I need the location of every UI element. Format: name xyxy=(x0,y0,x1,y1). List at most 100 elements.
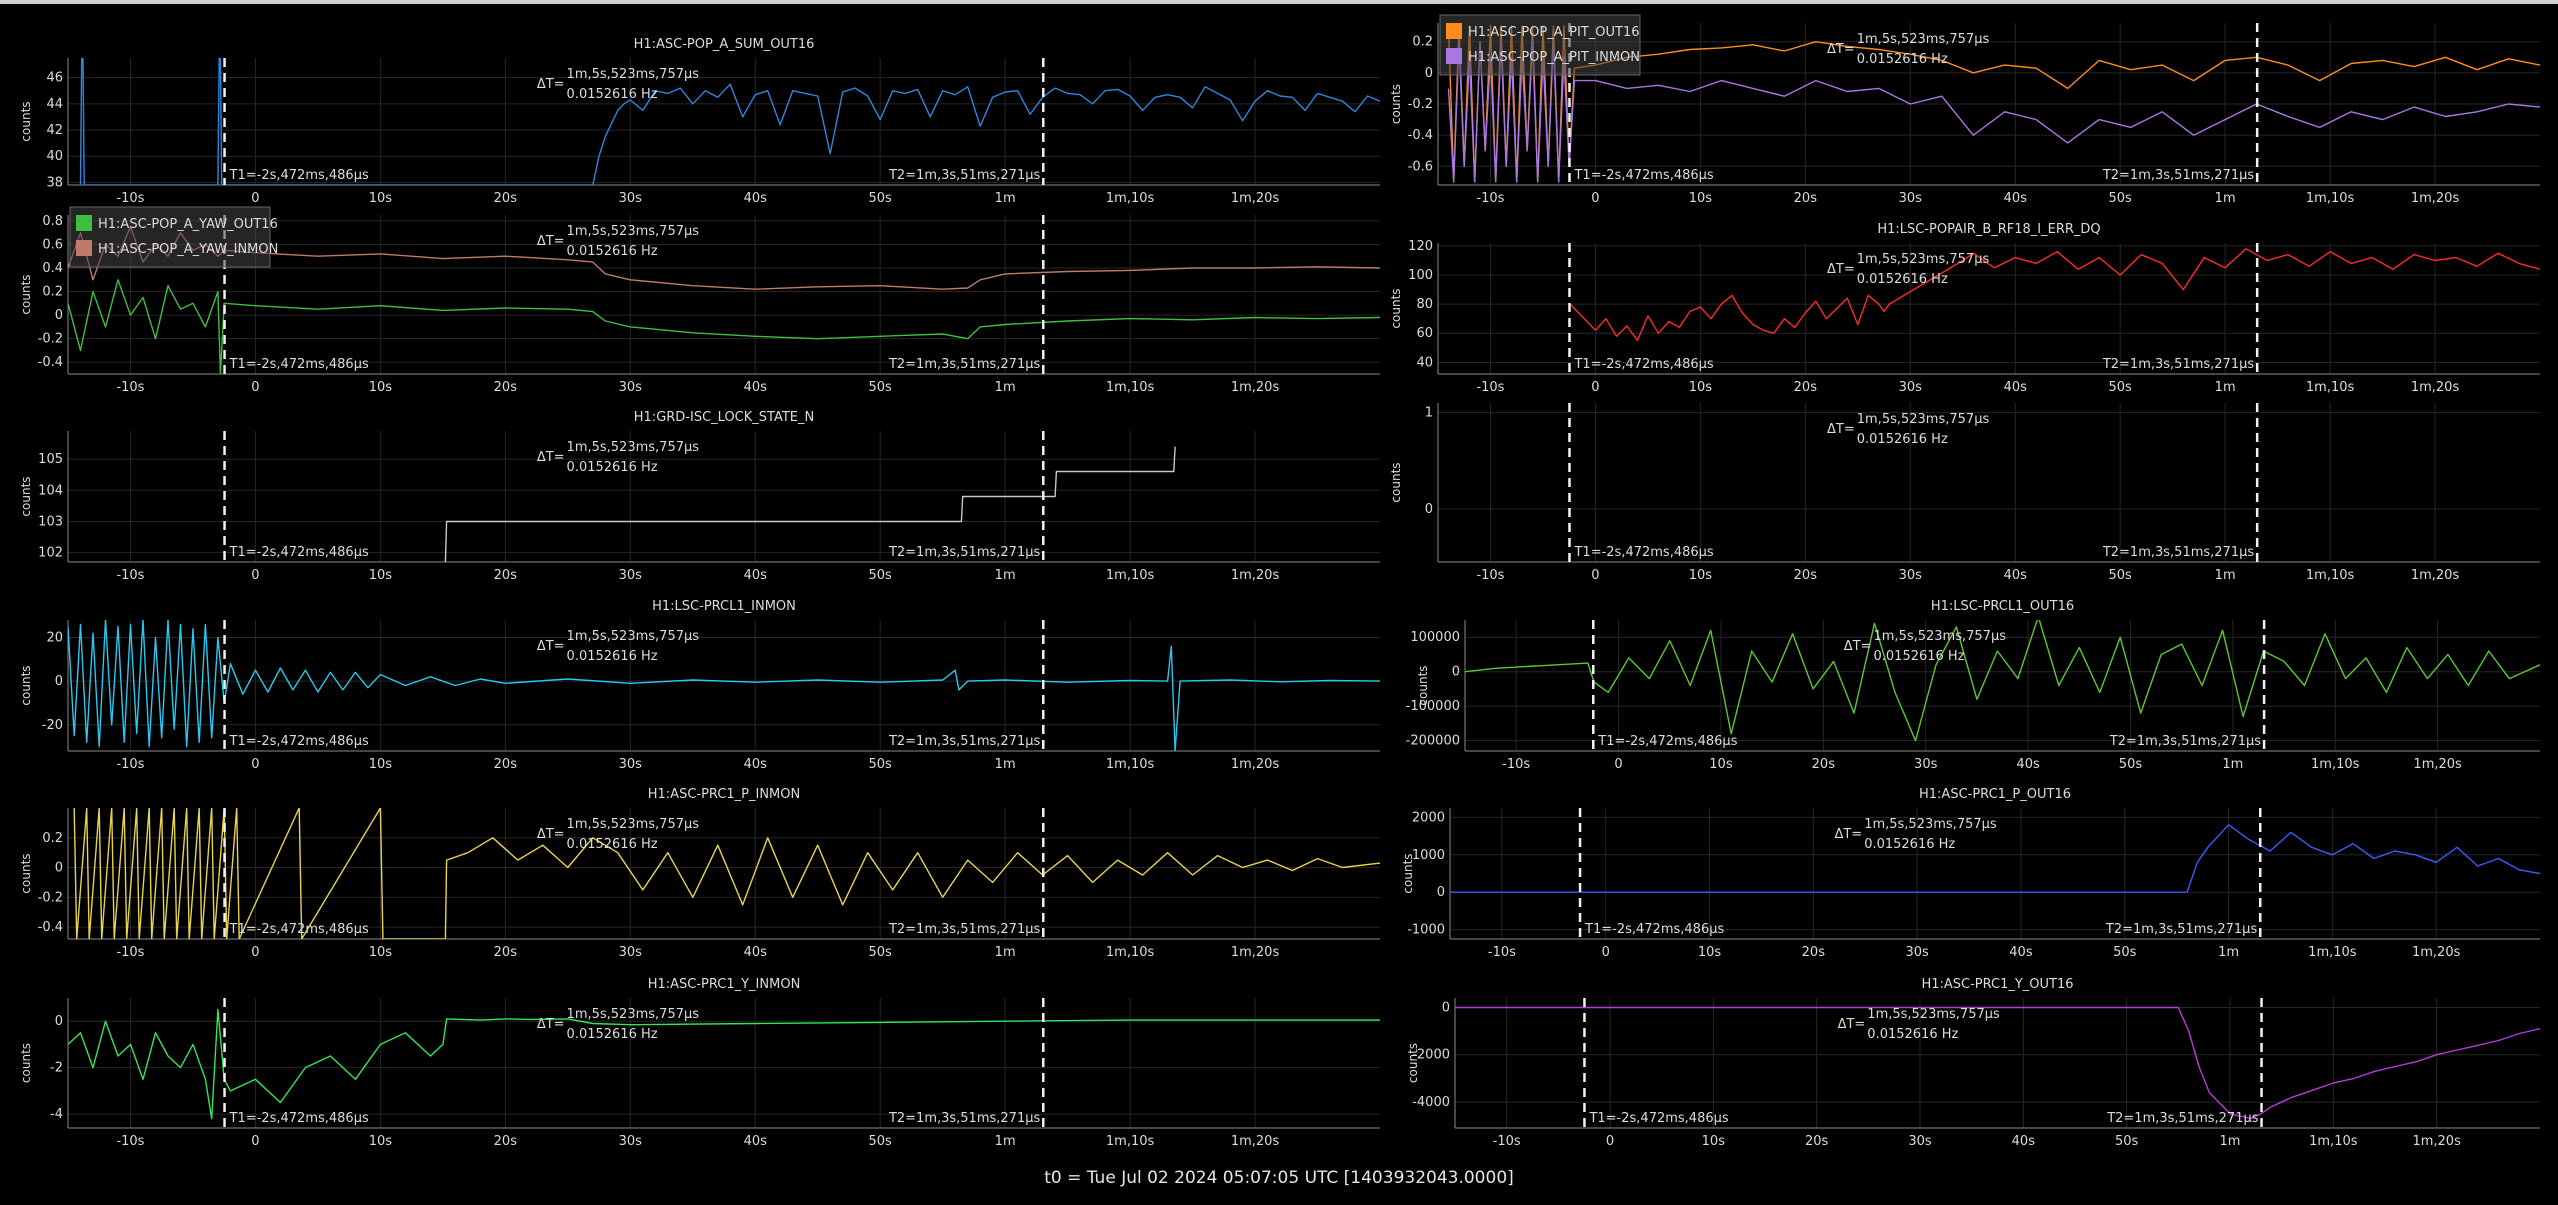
y-tick-label: 38 xyxy=(46,175,63,190)
chart-title: H1:LSC-PRCL1_OUT16 xyxy=(1931,599,2074,614)
legend-swatch xyxy=(76,240,92,256)
delta-t-label: ΔT= xyxy=(537,639,565,654)
series-line-0 xyxy=(68,279,1380,374)
x-tick-label: 50s xyxy=(2109,380,2133,395)
x-tick-label: 1m xyxy=(995,380,1016,395)
delta-t-value: 1m,5s,523ms,757μs xyxy=(567,224,700,239)
x-tick-label: 20s xyxy=(494,945,518,960)
x-tick-label: 40s xyxy=(744,757,768,772)
y-tick-label: 0 xyxy=(1452,665,1460,680)
x-tick-label: 1m,10s xyxy=(1106,945,1155,960)
x-tick-label: 1m,10s xyxy=(1106,568,1155,583)
delta-t-value: 1m,5s,523ms,757μs xyxy=(567,67,700,82)
t1-label: T1=-2s,472ms,486μs xyxy=(229,545,369,560)
y-axis-label: counts xyxy=(19,101,33,141)
x-tick-label: 1m,20s xyxy=(2412,945,2461,960)
y-tick-label: -2 xyxy=(50,1061,63,1076)
delta-t-label: ΔT= xyxy=(1834,827,1862,842)
t1-label: T1=-2s,472ms,486μs xyxy=(229,1111,369,1126)
x-tick-label: 40s xyxy=(744,568,768,583)
x-tick-label: 30s xyxy=(1899,380,1923,395)
delta-t-value: 1m,5s,523ms,757μs xyxy=(567,440,700,455)
x-tick-label: 0 xyxy=(1591,568,1599,583)
y-tick-label: 0 xyxy=(1425,66,1433,81)
x-tick-label: 50s xyxy=(869,568,893,583)
x-tick-label: 40s xyxy=(2016,757,2040,772)
y-tick-label: -0.2 xyxy=(38,890,63,905)
y-tick-label: -2000 xyxy=(1412,1048,1450,1063)
x-tick-label: -10s xyxy=(1493,1134,1521,1149)
panel-p5: -10s 0 10s 20s 30s 40s 50s 1m 1m,10s 1m,20s 0 1 coun… xyxy=(1389,403,2540,583)
series-line-0 xyxy=(1465,620,2540,742)
delta-t-frequency: 0.0152616 Hz xyxy=(567,460,658,475)
t1-label: T1=-2s,472ms,486μs xyxy=(1588,1111,1728,1126)
y-tick-label: 120 xyxy=(1408,239,1433,254)
y-tick-label: -100000 xyxy=(1406,699,1460,714)
x-tick-label: 50s xyxy=(869,1134,893,1149)
panel-p3: -10s 0 10s 20s 30s 40s 50s 1m 1m,10s 1m,20s 40 60 80… xyxy=(1389,222,2540,395)
y-axis-label: counts xyxy=(1389,462,1403,502)
t2-label: T2=1m,3s,51ms,271μs xyxy=(2106,1111,2259,1126)
series-line-0 xyxy=(1450,824,2540,893)
y-tick-label: 0 xyxy=(55,308,63,323)
y-tick-label: -0.2 xyxy=(38,332,63,347)
x-tick-label: -10s xyxy=(116,1134,144,1149)
chart-title: H1:GRD-ISC_LOCK_STATE_N xyxy=(634,410,814,425)
y-tick-label: 0 xyxy=(55,674,63,689)
x-tick-label: 50s xyxy=(2119,757,2143,772)
series-line-0 xyxy=(68,1008,1380,1120)
delta-t-label: ΔT= xyxy=(537,827,565,842)
x-tick-label: 40s xyxy=(2012,1134,2036,1149)
t2-label: T2=1m,3s,51ms,271μs xyxy=(888,545,1041,560)
legend-entry: H1:ASC-POP_A_PIT_INMON xyxy=(1468,50,1640,65)
delta-t-label: ΔT= xyxy=(1844,639,1872,654)
panel-p9: -10s 0 10s 20s 30s 40s 50s 1m 1m,10s 1m,20s -1000 0… xyxy=(1401,787,2540,960)
y-tick-label: 40 xyxy=(46,149,63,164)
x-tick-label: 10s xyxy=(369,757,393,772)
delta-t-frequency: 0.0152616 Hz xyxy=(1867,1027,1958,1042)
series-line-0 xyxy=(1455,1006,2540,1120)
x-tick-label: 10s xyxy=(369,1134,393,1149)
legend-swatch xyxy=(76,215,92,231)
y-axis-label: counts xyxy=(19,476,33,516)
y-tick-label: -1000 xyxy=(1407,923,1445,938)
panel-p1: -10s 0 10s 20s 30s 40s 50s 1m 1m,10s 1m,20s -0.6 -0… xyxy=(1389,14,2540,206)
x-tick-label: 10s xyxy=(1702,1134,1726,1149)
x-tick-label: -10s xyxy=(1502,757,1530,772)
panel-p2: -10s 0 10s 20s 30s 40s 50s 1m 1m,10s 1m,20s -0.4 -0… xyxy=(19,206,1380,395)
y-tick-label: 100 xyxy=(1408,268,1433,283)
y-tick-label: -0.6 xyxy=(1408,159,1433,174)
delta-t-value: 1m,5s,523ms,757μs xyxy=(1857,32,1990,47)
x-tick-label: 30s xyxy=(1908,1134,1932,1149)
x-tick-label: 1m,20s xyxy=(1231,568,1280,583)
delta-t-value: 1m,5s,523ms,757μs xyxy=(567,1007,700,1022)
x-tick-label: 0 xyxy=(1614,757,1622,772)
t2-label: T2=1m,3s,51ms,271μs xyxy=(2102,357,2255,372)
t2-label: T2=1m,3s,51ms,271μs xyxy=(2102,545,2255,560)
x-tick-label: 30s xyxy=(1899,191,1923,206)
y-tick-label: -0.4 xyxy=(38,355,63,370)
x-tick-label: 1m xyxy=(995,757,1016,772)
delta-t-frequency: 0.0152616 Hz xyxy=(567,837,658,852)
y-tick-label: 0.2 xyxy=(42,831,63,846)
x-tick-label: 10s xyxy=(369,568,393,583)
y-tick-label: 1 xyxy=(1425,406,1433,421)
y-axis-label: counts xyxy=(19,665,33,705)
x-tick-label: 30s xyxy=(619,757,643,772)
series-line-0 xyxy=(73,808,1380,939)
x-tick-label: 30s xyxy=(619,380,643,395)
t2-label: T2=1m,3s,51ms,271μs xyxy=(888,168,1041,183)
x-tick-label: 1m,10s xyxy=(2308,945,2357,960)
delta-t-frequency: 0.0152616 Hz xyxy=(1857,272,1948,287)
panel-p10: -10s 0 10s 20s 30s 40s 50s 1m 1m,10s 1m,20s -4 -2 0 c… xyxy=(19,977,1380,1149)
x-tick-label: 10s xyxy=(369,380,393,395)
x-tick-label: 1m xyxy=(995,945,1016,960)
x-tick-label: -10s xyxy=(1476,380,1504,395)
delta-t-frequency: 0.0152616 Hz xyxy=(567,244,658,259)
y-tick-label: 60 xyxy=(1416,326,1433,341)
x-tick-label: 10s xyxy=(1709,757,1733,772)
x-tick-label: 20s xyxy=(1802,945,1826,960)
x-tick-label: 20s xyxy=(1794,568,1818,583)
x-tick-label: 10s xyxy=(369,191,393,206)
